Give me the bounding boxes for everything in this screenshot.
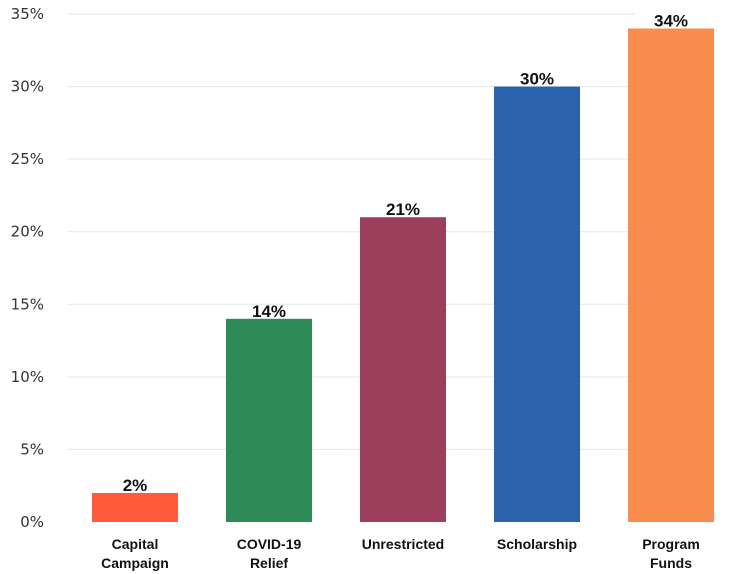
x-tick-label-line: Program (642, 536, 700, 552)
bar (92, 492, 178, 522)
gridlines (68, 13, 635, 450)
y-tick-label: 25% (11, 150, 44, 168)
data-label: 21% (386, 200, 420, 219)
y-axis-ticks: 0% 5% 10% 15% 20% 25% 30% 35% (11, 5, 44, 531)
y-tick-label: 30% (11, 78, 44, 96)
y-tick-label: 20% (11, 223, 44, 241)
data-label: 14% (252, 302, 286, 321)
data-label: 30% (520, 70, 554, 89)
data-labels: 2% 14% 21% 30% 34% (123, 12, 688, 495)
x-tick-label-line: Unrestricted (362, 536, 444, 552)
bar (226, 318, 312, 522)
x-tick-label-line: COVID-19 (237, 536, 302, 552)
y-tick-label: 5% (20, 440, 44, 458)
x-tick-label-line: Relief (250, 555, 288, 571)
x-tick-label: Scholarship (497, 536, 577, 552)
x-tick-label-line: Capital (112, 536, 159, 552)
x-tick-label-line: Scholarship (497, 536, 577, 552)
bars (92, 28, 714, 523)
x-tick-label: Unrestricted (362, 536, 444, 552)
x-axis-ticks: Capital Campaign COVID-19 Relief Unrestricte… (101, 536, 700, 571)
bar (628, 28, 714, 523)
bar (494, 86, 580, 523)
x-tick-label: Program Funds (642, 536, 700, 571)
x-tick-label-line: Funds (650, 555, 692, 571)
y-tick-label: 10% (11, 368, 44, 386)
x-tick-label-line: Campaign (101, 555, 169, 571)
data-label: 2% (123, 476, 148, 495)
y-tick-label: 15% (11, 295, 44, 313)
y-tick-label: 35% (11, 5, 44, 23)
x-tick-label: Capital Campaign (101, 536, 169, 571)
bar (360, 217, 446, 522)
x-tick-label: COVID-19 Relief (237, 536, 302, 571)
y-tick-label: 0% (20, 513, 44, 531)
data-label: 34% (654, 12, 688, 31)
